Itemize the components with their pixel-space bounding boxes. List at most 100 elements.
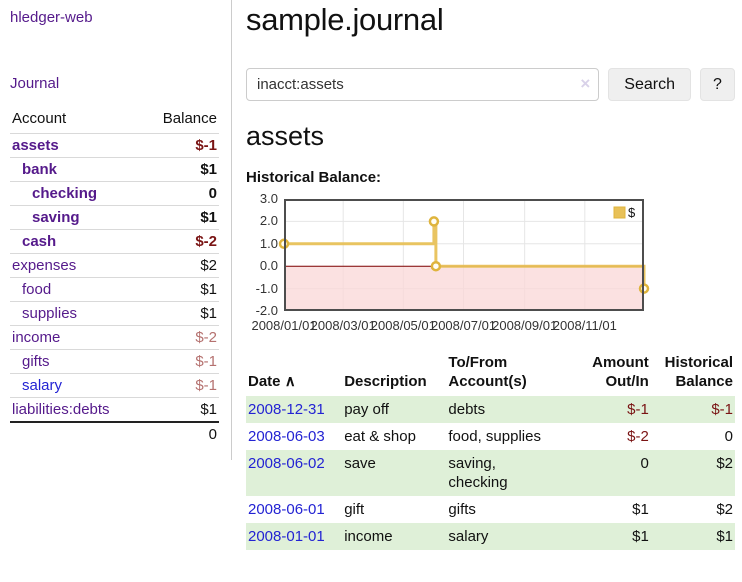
help-button[interactable]: ?	[700, 68, 735, 101]
account-row: salary $-1	[10, 373, 219, 398]
page-title: sample.journal	[246, 2, 444, 37]
transaction-date-link[interactable]: 2008-01-01	[248, 528, 325, 545]
account-link[interactable]: supplies	[22, 305, 78, 322]
transaction-amount: 0	[640, 455, 649, 472]
account-link[interactable]: food	[22, 281, 52, 298]
transaction-balance: $2	[716, 455, 733, 472]
transaction-amount: $1	[632, 501, 649, 518]
search-input[interactable]	[246, 68, 600, 101]
clear-search-icon[interactable]: ×	[580, 74, 591, 93]
account-link[interactable]: gifts	[22, 353, 50, 370]
register-table-body: 2008-12-31 pay off debts $-1 $-1 2008-06-03 ea…	[246, 396, 735, 550]
date-header-label: Date	[248, 373, 281, 390]
register-header-date[interactable]: Date ∧	[246, 351, 342, 396]
transaction-accounts: salary	[448, 528, 489, 545]
account-balance: $-1	[195, 353, 217, 370]
y-axis-tick-label: -2.0	[255, 303, 278, 318]
transaction-description: income	[344, 528, 393, 545]
account-balance: $1	[200, 209, 217, 226]
account-balance: 0	[208, 185, 217, 202]
accounts-total-spacer	[10, 422, 142, 446]
account-link[interactable]: income	[12, 329, 61, 346]
accounts-total-row: 0	[10, 422, 219, 446]
account-link[interactable]: bank	[22, 161, 58, 178]
account-link[interactable]: saving	[32, 209, 80, 226]
register-table: Date ∧ Description To/From Account(s) Am…	[246, 351, 735, 550]
account-row: bank $1	[10, 157, 219, 182]
transaction-date-link[interactable]: 2008-12-31	[248, 401, 325, 418]
transaction-balance: $2	[716, 501, 733, 518]
transaction-date-link[interactable]: 2008-06-03	[248, 428, 325, 445]
register-row: 2008-01-01 income salary $1 $1	[246, 523, 735, 550]
transaction-amount: $-1	[627, 401, 649, 418]
account-link[interactable]: liabilities:debts	[12, 401, 110, 418]
transaction-balance: 0	[724, 428, 733, 445]
account-row: expenses $2	[10, 253, 219, 278]
accounts-total-value: 0	[208, 426, 217, 443]
account-row: income $-2	[10, 325, 219, 350]
account-balance: $2	[200, 257, 217, 274]
x-axis-tick-label: 2008/03/01	[310, 318, 376, 333]
x-axis-tick-label: 2008/09/01	[492, 318, 558, 333]
register-header-accounts: To/From Account(s)	[448, 354, 527, 390]
account-balance: $-1	[195, 377, 217, 394]
account-link[interactable]: cash	[22, 233, 57, 250]
page: hledger-web Journal Account Balance asse…	[10, 0, 742, 550]
register-header-amount: Amount Out/In	[592, 354, 649, 390]
account-row: supplies $1	[10, 301, 219, 326]
chart-title: Historical Balance:	[246, 169, 382, 186]
legend-label: $	[628, 205, 636, 220]
register-row: 2008-06-02 save saving, checking 0 $2	[246, 450, 735, 496]
account-balance: $1	[200, 305, 217, 322]
register-header-row: Date ∧ Description To/From Account(s) Am…	[246, 351, 735, 396]
account-row: assets $-1	[10, 133, 219, 158]
account-link[interactable]: salary	[22, 377, 63, 394]
account-row: checking 0	[10, 181, 219, 206]
accounts-table: Account Balance assets $-1 bank $1 checking 0…	[10, 107, 219, 446]
register-header-description: Description	[344, 373, 427, 390]
accounts-header-balance: Balance	[162, 110, 217, 127]
account-balance: $-1	[195, 137, 217, 154]
transaction-description: save	[344, 455, 376, 472]
register-row: 2008-06-01 gift gifts $1 $2	[246, 496, 735, 523]
accounts-header-account: Account	[12, 110, 67, 127]
account-row: liabilities:debts $1	[10, 397, 219, 423]
account-row: cash $-2	[10, 229, 219, 254]
transaction-accounts: saving, checking	[448, 455, 508, 491]
account-row: food $1	[10, 277, 219, 302]
account-balance: $-2	[195, 329, 217, 346]
account-balance: $1	[200, 161, 217, 178]
sidebar-item-journal[interactable]: Journal	[10, 75, 60, 92]
x-axis-tick-label: 2008/07/01	[430, 318, 497, 333]
register-row: 2008-06-03 eat & shop food, supplies $-2 0	[246, 423, 735, 450]
transaction-description: gift	[344, 501, 365, 518]
account-link[interactable]: checking	[32, 185, 98, 202]
search-row: × Search ?	[246, 68, 735, 101]
historical-balance-chart: $3.0 2.0 1.0 0.0 -1.0 -2.0 2008/01/01 2008/03/0…	[246, 191, 735, 339]
main-content: sample.journal × Search ? assets Histori…	[232, 0, 742, 550]
transaction-amount: $-2	[627, 428, 649, 445]
account-link[interactable]: assets	[12, 137, 59, 154]
x-axis-tick-label: 2008/11/01	[552, 318, 617, 333]
y-axis-tick-label: 2.0	[259, 213, 278, 229]
transaction-date-link[interactable]: 2008-06-02	[248, 455, 325, 472]
transaction-date-link[interactable]: 2008-06-01	[248, 501, 325, 518]
account-row: gifts $-1	[10, 349, 219, 374]
account-link[interactable]: expenses	[12, 257, 77, 274]
y-axis-tick-label: 3.0	[259, 191, 278, 206]
transaction-accounts: gifts	[448, 501, 476, 518]
accounts-header-row: Account Balance	[10, 107, 219, 134]
account-balance: $1	[200, 281, 217, 298]
x-axis-tick-label: 2008/01/01	[251, 318, 317, 333]
transaction-accounts: debts	[448, 401, 486, 418]
app-title-link[interactable]: hledger-web	[10, 9, 93, 26]
x-axis-tick-label: 2008/05/01	[370, 318, 436, 333]
chart-plot-area: $	[278, 199, 650, 311]
transaction-description: pay off	[344, 401, 389, 418]
search-button[interactable]: Search	[608, 68, 691, 101]
y-axis-tick-label: 1.0	[259, 235, 278, 251]
account-balance: $-2	[195, 233, 217, 250]
sort-ascending-icon: ∧	[284, 373, 296, 390]
transaction-accounts: food, supplies	[448, 428, 541, 445]
register-row: 2008-12-31 pay off debts $-1 $-1	[246, 396, 735, 423]
